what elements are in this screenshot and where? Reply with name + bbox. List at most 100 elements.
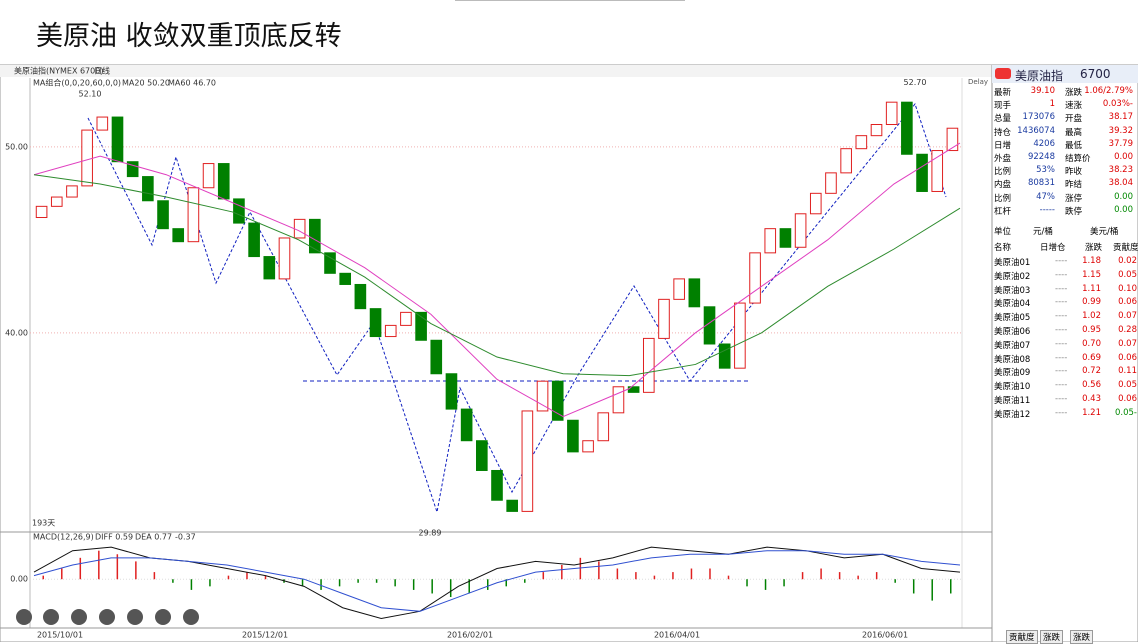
contract-cell: ---- — [1055, 352, 1068, 363]
tool-button[interactable] — [71, 609, 87, 625]
quote-label: 总量 — [994, 114, 1012, 125]
candle — [946, 127, 959, 152]
table-header: 名称 — [994, 243, 1012, 253]
contract-cell: 美原油09 — [994, 368, 1031, 379]
candle — [233, 198, 245, 224]
table-header: 日增仓 — [1040, 243, 1066, 253]
tool-button[interactable] — [43, 609, 59, 625]
quote-header — [992, 65, 1138, 83]
price-annotation: 52.70 — [904, 78, 927, 87]
table-header: 涨跌 — [1085, 243, 1103, 253]
contract-cell: 美原油10 — [994, 382, 1031, 393]
quote-label: 开盘 — [1065, 114, 1083, 125]
contract-cell: ---- — [1055, 338, 1068, 349]
candle — [66, 185, 78, 198]
x-tick-label: 2016/04/01 — [654, 631, 700, 640]
candle — [612, 386, 625, 414]
contract-cell: ---- — [1055, 283, 1068, 294]
window-frame — [0, 64, 1138, 642]
quote-label: 最低 — [1065, 140, 1083, 151]
macd-label: MACD(12,26,9) — [33, 533, 94, 542]
candle — [354, 283, 367, 310]
candle — [551, 380, 564, 421]
price-annotation: 29.89 — [419, 528, 442, 537]
candle — [840, 148, 852, 174]
contract-cell: 美原油04 — [994, 299, 1031, 310]
candle — [642, 337, 655, 393]
contract-cell: ---- — [1055, 325, 1068, 335]
tool-button[interactable] — [155, 609, 171, 625]
tab[interactable]: 涨跌 — [1040, 630, 1064, 644]
unit: 美元/桶 — [1090, 227, 1119, 237]
quote-label: 现手 — [994, 101, 1012, 112]
x-tick-label: 2016/02/01 — [447, 631, 493, 640]
candle — [35, 205, 48, 219]
table-header: 贡献度 — [1113, 243, 1138, 253]
quote-label: 持仓 — [994, 127, 1012, 138]
quote-label: 内盘 — [994, 180, 1012, 191]
candle — [460, 408, 473, 442]
candle — [263, 256, 276, 280]
toolbar — [16, 609, 199, 625]
candle — [248, 222, 260, 258]
y-tick-label: 0.00 — [10, 575, 28, 584]
candle — [476, 440, 488, 471]
candle — [703, 306, 716, 345]
indicator-line — [33, 142, 961, 418]
tool-button[interactable] — [99, 609, 115, 625]
y-tick-label: 50.00 — [5, 142, 28, 151]
candle — [749, 252, 761, 304]
candle — [111, 116, 124, 163]
candle — [688, 278, 701, 308]
candle — [202, 163, 215, 189]
unit: 单位 — [994, 227, 1012, 237]
candle — [384, 324, 397, 338]
contract-cell: 美原油11 — [994, 396, 1031, 406]
ma-set: MA组合(0,0,20,60,0,0) — [33, 78, 121, 88]
candle — [597, 412, 610, 442]
symbol: 美原油指(NYMEX 6700) — [14, 66, 103, 76]
candle — [430, 339, 443, 375]
contract-cell: ---- — [1055, 256, 1068, 266]
ma60-label: MA60 46.70 — [168, 79, 216, 88]
quote-label: 跌停 — [1065, 206, 1083, 217]
candle — [855, 135, 868, 150]
quote-label: 最高 — [1065, 127, 1083, 138]
candle — [369, 308, 382, 338]
quote-label: 昨收 — [1065, 167, 1083, 178]
tool-button[interactable] — [16, 609, 32, 625]
quote-title: 美原油指 — [1015, 69, 1064, 83]
candle — [582, 440, 594, 453]
quote-label: 比例 — [994, 167, 1012, 178]
x-tick-label: 2016/06/01 — [862, 631, 908, 640]
candle — [567, 419, 579, 453]
contract-cell: ---- — [1055, 269, 1068, 280]
y-tick-label: 40.00 — [5, 328, 28, 337]
x-tick-label: 2015/10/01 — [37, 631, 83, 640]
candle — [50, 196, 63, 207]
candle — [415, 311, 427, 341]
candle — [718, 343, 731, 369]
quote-label: 涨跌 — [1065, 88, 1083, 98]
contract-cell: 美原油01 — [994, 258, 1031, 268]
delay: Delay — [968, 78, 989, 86]
candle — [324, 252, 336, 274]
candle — [779, 228, 792, 248]
candle — [187, 187, 200, 243]
contract-cell: ---- — [1055, 407, 1068, 418]
candle — [885, 101, 898, 126]
candle — [536, 380, 549, 412]
slide-title: 美原油 收敛双重顶底反转 — [36, 21, 342, 52]
candle — [81, 129, 93, 187]
contract-cell: 美原油06 — [994, 327, 1031, 337]
tool-button[interactable] — [183, 609, 199, 625]
quote-label: 最新 — [994, 88, 1012, 98]
quote-code: 6700 — [1080, 67, 1111, 81]
contract-cell: 美原油07 — [994, 340, 1031, 351]
tool-button[interactable] — [127, 609, 143, 625]
indicator-line — [33, 174, 961, 377]
contract-cell: 美原油02 — [994, 271, 1031, 282]
quote-label: 日增 — [994, 140, 1012, 151]
candle — [172, 228, 185, 243]
candle — [521, 410, 534, 512]
